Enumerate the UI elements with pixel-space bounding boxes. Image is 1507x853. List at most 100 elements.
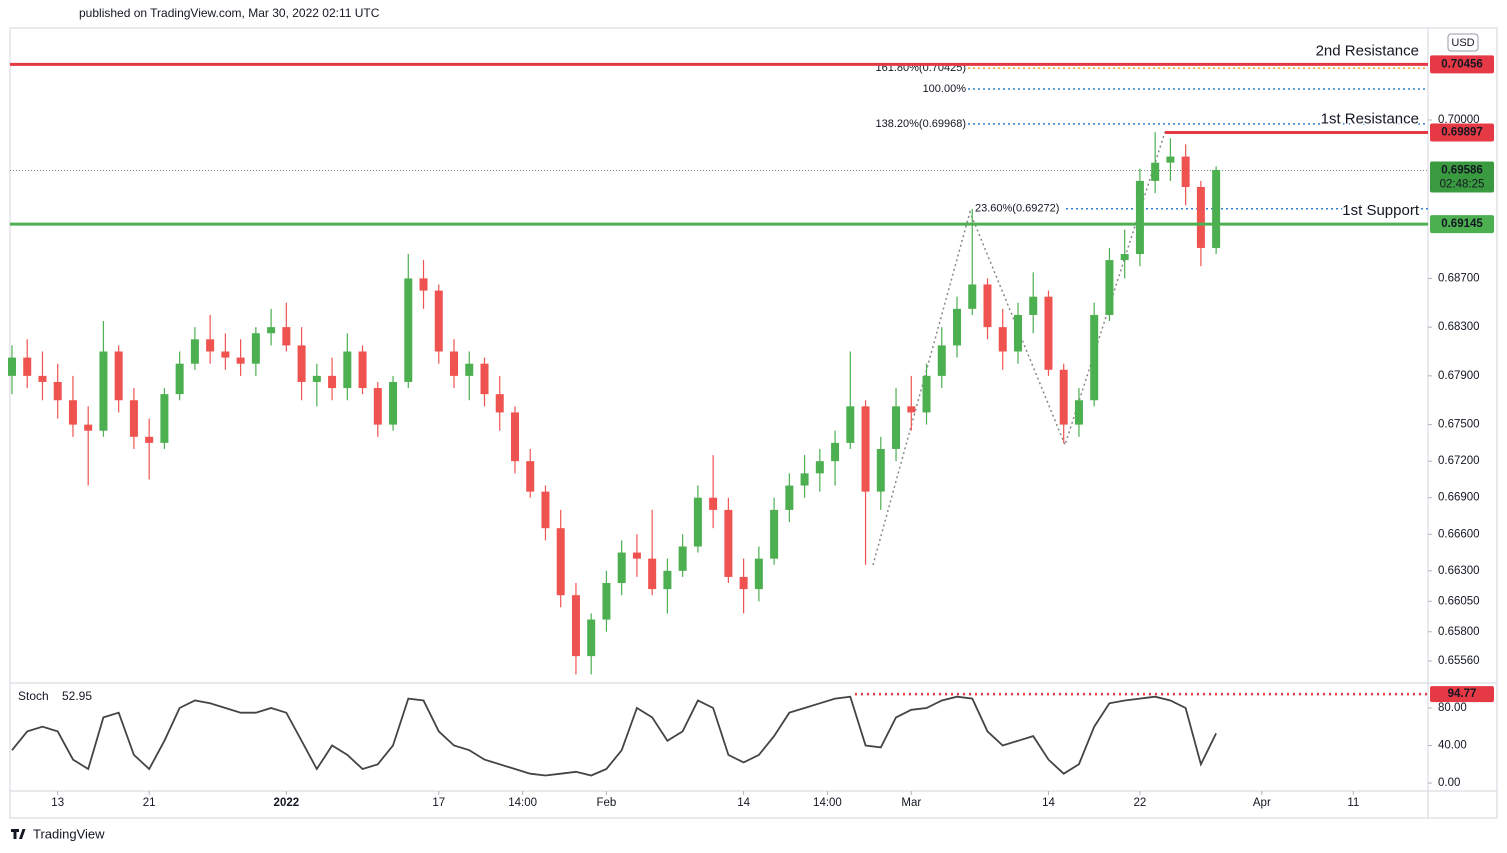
candle-body	[1212, 169, 1221, 248]
candle-body	[861, 406, 870, 492]
candle-body	[1029, 296, 1038, 315]
brand: TradingView	[33, 826, 105, 841]
candle-body	[632, 552, 641, 559]
candle-body	[617, 552, 626, 584]
stoch-name: Stoch	[18, 689, 49, 703]
y-tick-label: 0.70000	[1438, 114, 1480, 126]
x-tick-label: Feb	[597, 797, 617, 809]
y-tick-label: 0.67200	[1438, 455, 1480, 467]
candle-body	[770, 509, 779, 559]
candle-body	[68, 400, 77, 425]
fib-label: 138.20%(0.69968)	[875, 118, 966, 130]
candle-body	[114, 351, 123, 401]
candle-body	[587, 619, 596, 657]
candle-body	[1181, 156, 1190, 188]
candle-body	[556, 528, 565, 596]
candle-body	[831, 442, 840, 462]
fib-label: 23.60%(0.69272)	[975, 203, 1059, 215]
candle-body	[800, 473, 809, 486]
candle-body	[953, 308, 962, 346]
candle-body	[206, 339, 215, 352]
y-tick-label: 0.67900	[1438, 370, 1480, 382]
candle-body	[693, 497, 702, 547]
stoch-line	[11, 695, 1217, 777]
candle-body	[510, 412, 519, 462]
candle-body	[160, 394, 169, 443]
candle-body	[419, 278, 428, 291]
candle-body	[221, 351, 230, 358]
x-tick-label: 14	[1042, 797, 1055, 809]
y-tick-label: 0.67500	[1438, 419, 1480, 431]
level-name: 1st Support	[1342, 202, 1420, 219]
x-tick-label: 13	[51, 797, 64, 809]
y-tick-label: 0.66900	[1438, 492, 1480, 504]
y-tick-label: 0.68300	[1438, 321, 1480, 333]
currency: USD	[1451, 37, 1474, 49]
candle-body	[1013, 314, 1022, 352]
candle-body	[236, 357, 245, 364]
candle-body	[602, 583, 611, 620]
x-tick-label: 14	[737, 797, 750, 809]
stoch-tick-label: 80.00	[1438, 702, 1467, 714]
candle-body	[328, 375, 337, 389]
level-value: 0.69897	[1441, 127, 1483, 139]
candle-body	[7, 357, 16, 376]
candle-body	[1196, 187, 1205, 248]
candle-body	[937, 345, 946, 376]
candle-body	[373, 388, 382, 425]
candle-body	[312, 375, 321, 382]
footer-logo: TradingView	[11, 826, 105, 841]
candle-body	[495, 394, 504, 413]
x-tick-label: 21	[143, 797, 156, 809]
current-price-tag	[1430, 161, 1494, 193]
candle-body	[450, 351, 459, 376]
candle-body	[709, 497, 718, 510]
candle-body	[983, 284, 992, 328]
y-tick-label: 0.66300	[1438, 565, 1480, 577]
x-tick-label: 17	[432, 797, 445, 809]
candle-body	[571, 595, 580, 657]
x-tick-label: 22	[1134, 797, 1147, 809]
x-tick-label: 11	[1347, 797, 1359, 809]
level-name: 1st Resistance	[1321, 111, 1419, 128]
logo-mark	[11, 829, 26, 839]
candle-body	[1090, 314, 1099, 401]
x-tick-label: 2022	[274, 797, 300, 809]
stoch-tick-label: 40.00	[1438, 740, 1467, 752]
currency-box	[1447, 33, 1479, 52]
candle-body	[1166, 156, 1175, 163]
x-tick-label: 14:00	[813, 797, 842, 809]
candle-body	[23, 357, 32, 376]
candle-body	[998, 327, 1007, 352]
candle-body	[968, 284, 977, 309]
candle-body	[175, 363, 184, 395]
candle-body	[1105, 260, 1114, 315]
candle-body	[251, 333, 260, 364]
candle-body	[297, 345, 306, 382]
candle-body	[465, 363, 474, 376]
x-tick-label: Apr	[1253, 797, 1271, 809]
candle-body	[99, 351, 108, 431]
y-tick-label: 0.65560	[1438, 655, 1480, 667]
candle-body	[648, 558, 657, 590]
candle-body	[84, 424, 93, 431]
y-tick-label: 0.68700	[1438, 272, 1480, 284]
y-tick-label: 0.65800	[1438, 626, 1480, 638]
stoch-level-value: 94.77	[1448, 688, 1477, 700]
candle-body	[907, 406, 916, 413]
stoch-value: 52.95	[62, 689, 92, 703]
fib-label: 100.00%	[923, 83, 967, 95]
x-tick-label: Mar	[901, 797, 921, 809]
candle-body	[846, 406, 855, 443]
level-value: 0.69145	[1441, 218, 1483, 230]
candle-body	[53, 381, 62, 401]
level-name: 2nd Resistance	[1316, 42, 1419, 59]
frame	[9, 27, 1498, 819]
y-tick-label: 0.66050	[1438, 595, 1480, 607]
candle-body	[38, 375, 47, 382]
candle-body	[434, 290, 443, 352]
countdown: 02:48:25	[1440, 178, 1485, 190]
candle-body	[754, 558, 763, 590]
candle-body	[1074, 400, 1083, 425]
